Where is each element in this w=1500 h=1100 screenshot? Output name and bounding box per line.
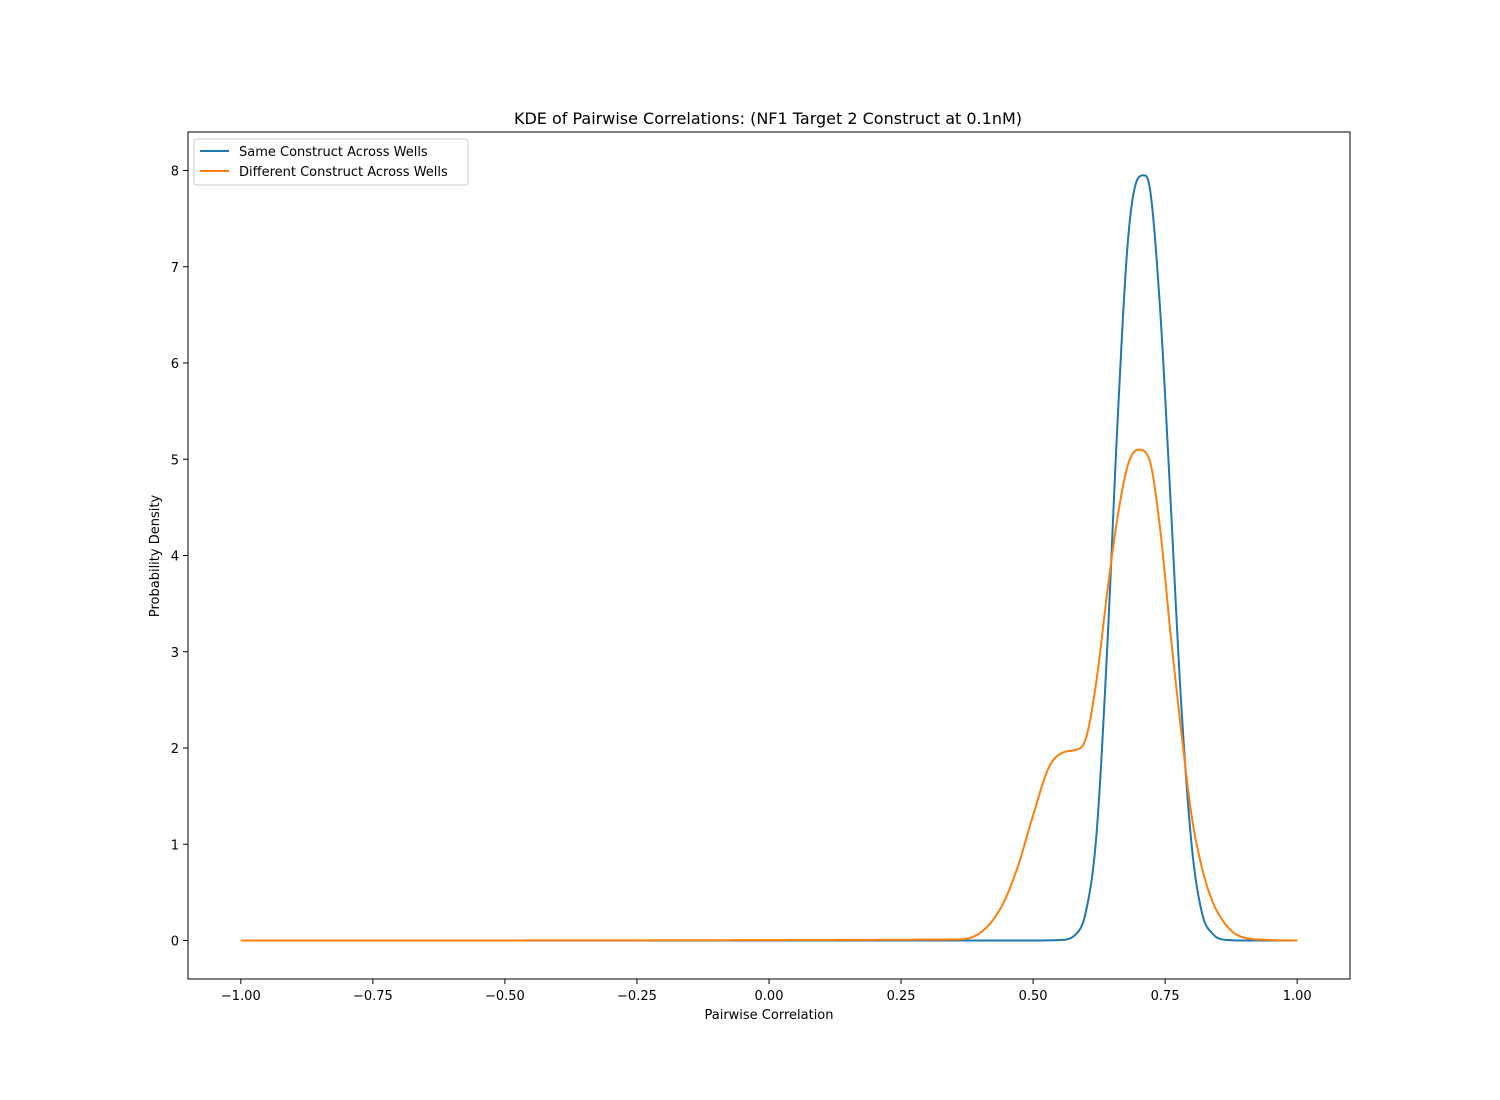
x-tick-label: −0.75 xyxy=(353,989,393,1004)
y-tick-label: 4 xyxy=(171,550,179,565)
x-tick-label: −0.50 xyxy=(485,989,525,1004)
legend-box xyxy=(193,138,469,186)
y-tick-label: 7 xyxy=(171,261,179,276)
x-tick-label: −0.25 xyxy=(617,989,657,1004)
plot-frame xyxy=(187,131,1351,980)
different-construct-line xyxy=(240,448,1298,942)
legend: Same Construct Across Wells Different Co… xyxy=(193,138,469,186)
y-tick-label: 6 xyxy=(171,357,179,372)
y-tick-label: 0 xyxy=(171,935,179,950)
y-tick-label: 1 xyxy=(171,838,179,853)
legend-label-same-construct: Same Construct Across Wells xyxy=(239,145,428,160)
chart-title: KDE of Pairwise Correlations: (NF1 Targe… xyxy=(514,109,1022,128)
y-tick-label: 8 xyxy=(171,165,179,180)
same-construct-line xyxy=(240,174,1298,942)
x-axis-label: Pairwise Correlation xyxy=(704,1008,833,1023)
y-axis-label: Probability Density xyxy=(148,495,163,618)
x-axis-ticks: −1.00 −0.75 −0.50 −0.25 0.00 0.25 0.50 0.75 1.00 xyxy=(221,979,1312,1004)
x-tick-label: 0.50 xyxy=(1019,989,1048,1004)
y-tick-label: 5 xyxy=(171,453,179,468)
y-tick-label: 3 xyxy=(171,646,179,661)
x-tick-label: −1.00 xyxy=(221,989,261,1004)
x-tick-label: 1.00 xyxy=(1283,989,1312,1004)
series-lines xyxy=(240,174,1298,942)
x-tick-label: 0.75 xyxy=(1151,989,1180,1004)
y-axis-ticks: 0 1 2 3 4 5 6 7 8 xyxy=(171,165,188,950)
legend-label-different-construct: Different Construct Across Wells xyxy=(239,165,448,180)
x-tick-label: 0.00 xyxy=(755,989,784,1004)
x-tick-label: 0.25 xyxy=(887,989,916,1004)
y-tick-label: 2 xyxy=(171,742,179,757)
